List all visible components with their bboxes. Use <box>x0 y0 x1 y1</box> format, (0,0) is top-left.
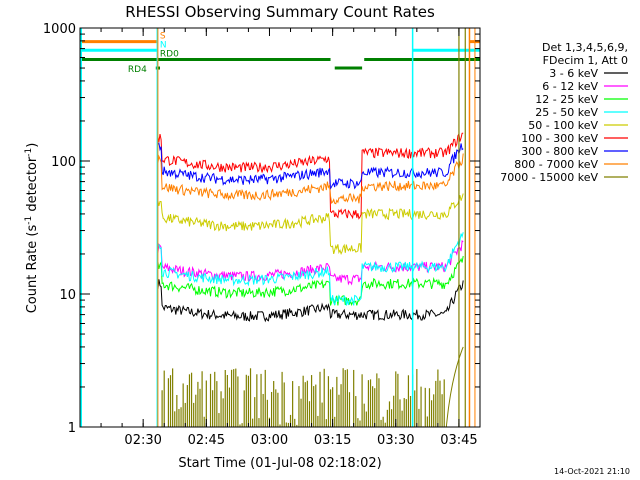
y-tick-label-0: 1 <box>68 421 76 436</box>
x-tick-label-1: 02:45 <box>188 433 225 448</box>
plot-frame <box>79 27 481 428</box>
flag-label-RD4: RD4 <box>128 65 147 75</box>
y-label-part-2: detector <box>25 156 40 216</box>
x-tick-label-0: 02:30 <box>124 433 161 448</box>
legend-header-1: Det 1,3,4,5,6,9, <box>542 41 628 54</box>
y-label-part-1: Count Rate (s <box>25 225 40 314</box>
legend-header-2: FDecim 1, Att 0 <box>543 54 628 67</box>
y-tick-label-2: 100 <box>51 155 76 170</box>
y-tick-label-3: 1000 <box>43 22 76 37</box>
render-timestamp: 14-Oct-2021 21:10 <box>554 467 630 476</box>
x-tick-label-3: 03:15 <box>314 433 351 448</box>
series-line-0 <box>157 279 464 323</box>
x-tick-label-2: 03:00 <box>251 433 288 448</box>
x-tick-label-4: 03:30 <box>377 433 414 448</box>
y-axis-label: Count Rate (s-1 detector-1) <box>24 143 40 314</box>
chart-title: RHESSI Observing Summary Count Rates <box>125 3 435 21</box>
legend: Det 1,3,4,5,6,9, FDecim 1, Att 0 3 - 6 k… <box>500 41 628 184</box>
x-tick-label-5: 03:45 <box>440 433 477 448</box>
y-label-exp-2: -1 <box>24 148 34 157</box>
axis-layer: 02:30 02:45 03:00 03:15 03:30 03:45 1 10 100 1000 <box>43 22 481 448</box>
y-label-part-3: ) <box>25 143 40 148</box>
series-line-6 <box>157 141 464 191</box>
flag-label-N: N <box>160 40 167 50</box>
flag-label-S: S <box>160 32 166 42</box>
legend-label-1: 6 - 12 keV <box>542 80 598 93</box>
legend-label-7: 800 - 7000 keV <box>514 158 598 171</box>
legend-label-0: 3 - 6 keV <box>549 67 598 80</box>
x-axis-label: Start Time (01-Jul-08 02:18:02) <box>178 456 381 471</box>
legend-label-2: 12 - 25 keV <box>535 93 598 106</box>
series-line-4 <box>157 193 464 256</box>
legend-label-8: 7000 - 15000 keV <box>500 171 598 184</box>
legend-label-3: 25 - 50 keV <box>535 106 598 119</box>
flag-label-RD0: RD0 <box>160 49 179 59</box>
series-layer <box>157 132 464 428</box>
legend-label-5: 100 - 300 keV <box>521 132 598 145</box>
legend-label-4: 50 - 100 keV <box>528 119 598 132</box>
y-tick-label-1: 10 <box>59 288 76 303</box>
legend-label-6: 300 - 800 keV <box>521 145 598 158</box>
y-label-exp-1: -1 <box>24 216 34 225</box>
